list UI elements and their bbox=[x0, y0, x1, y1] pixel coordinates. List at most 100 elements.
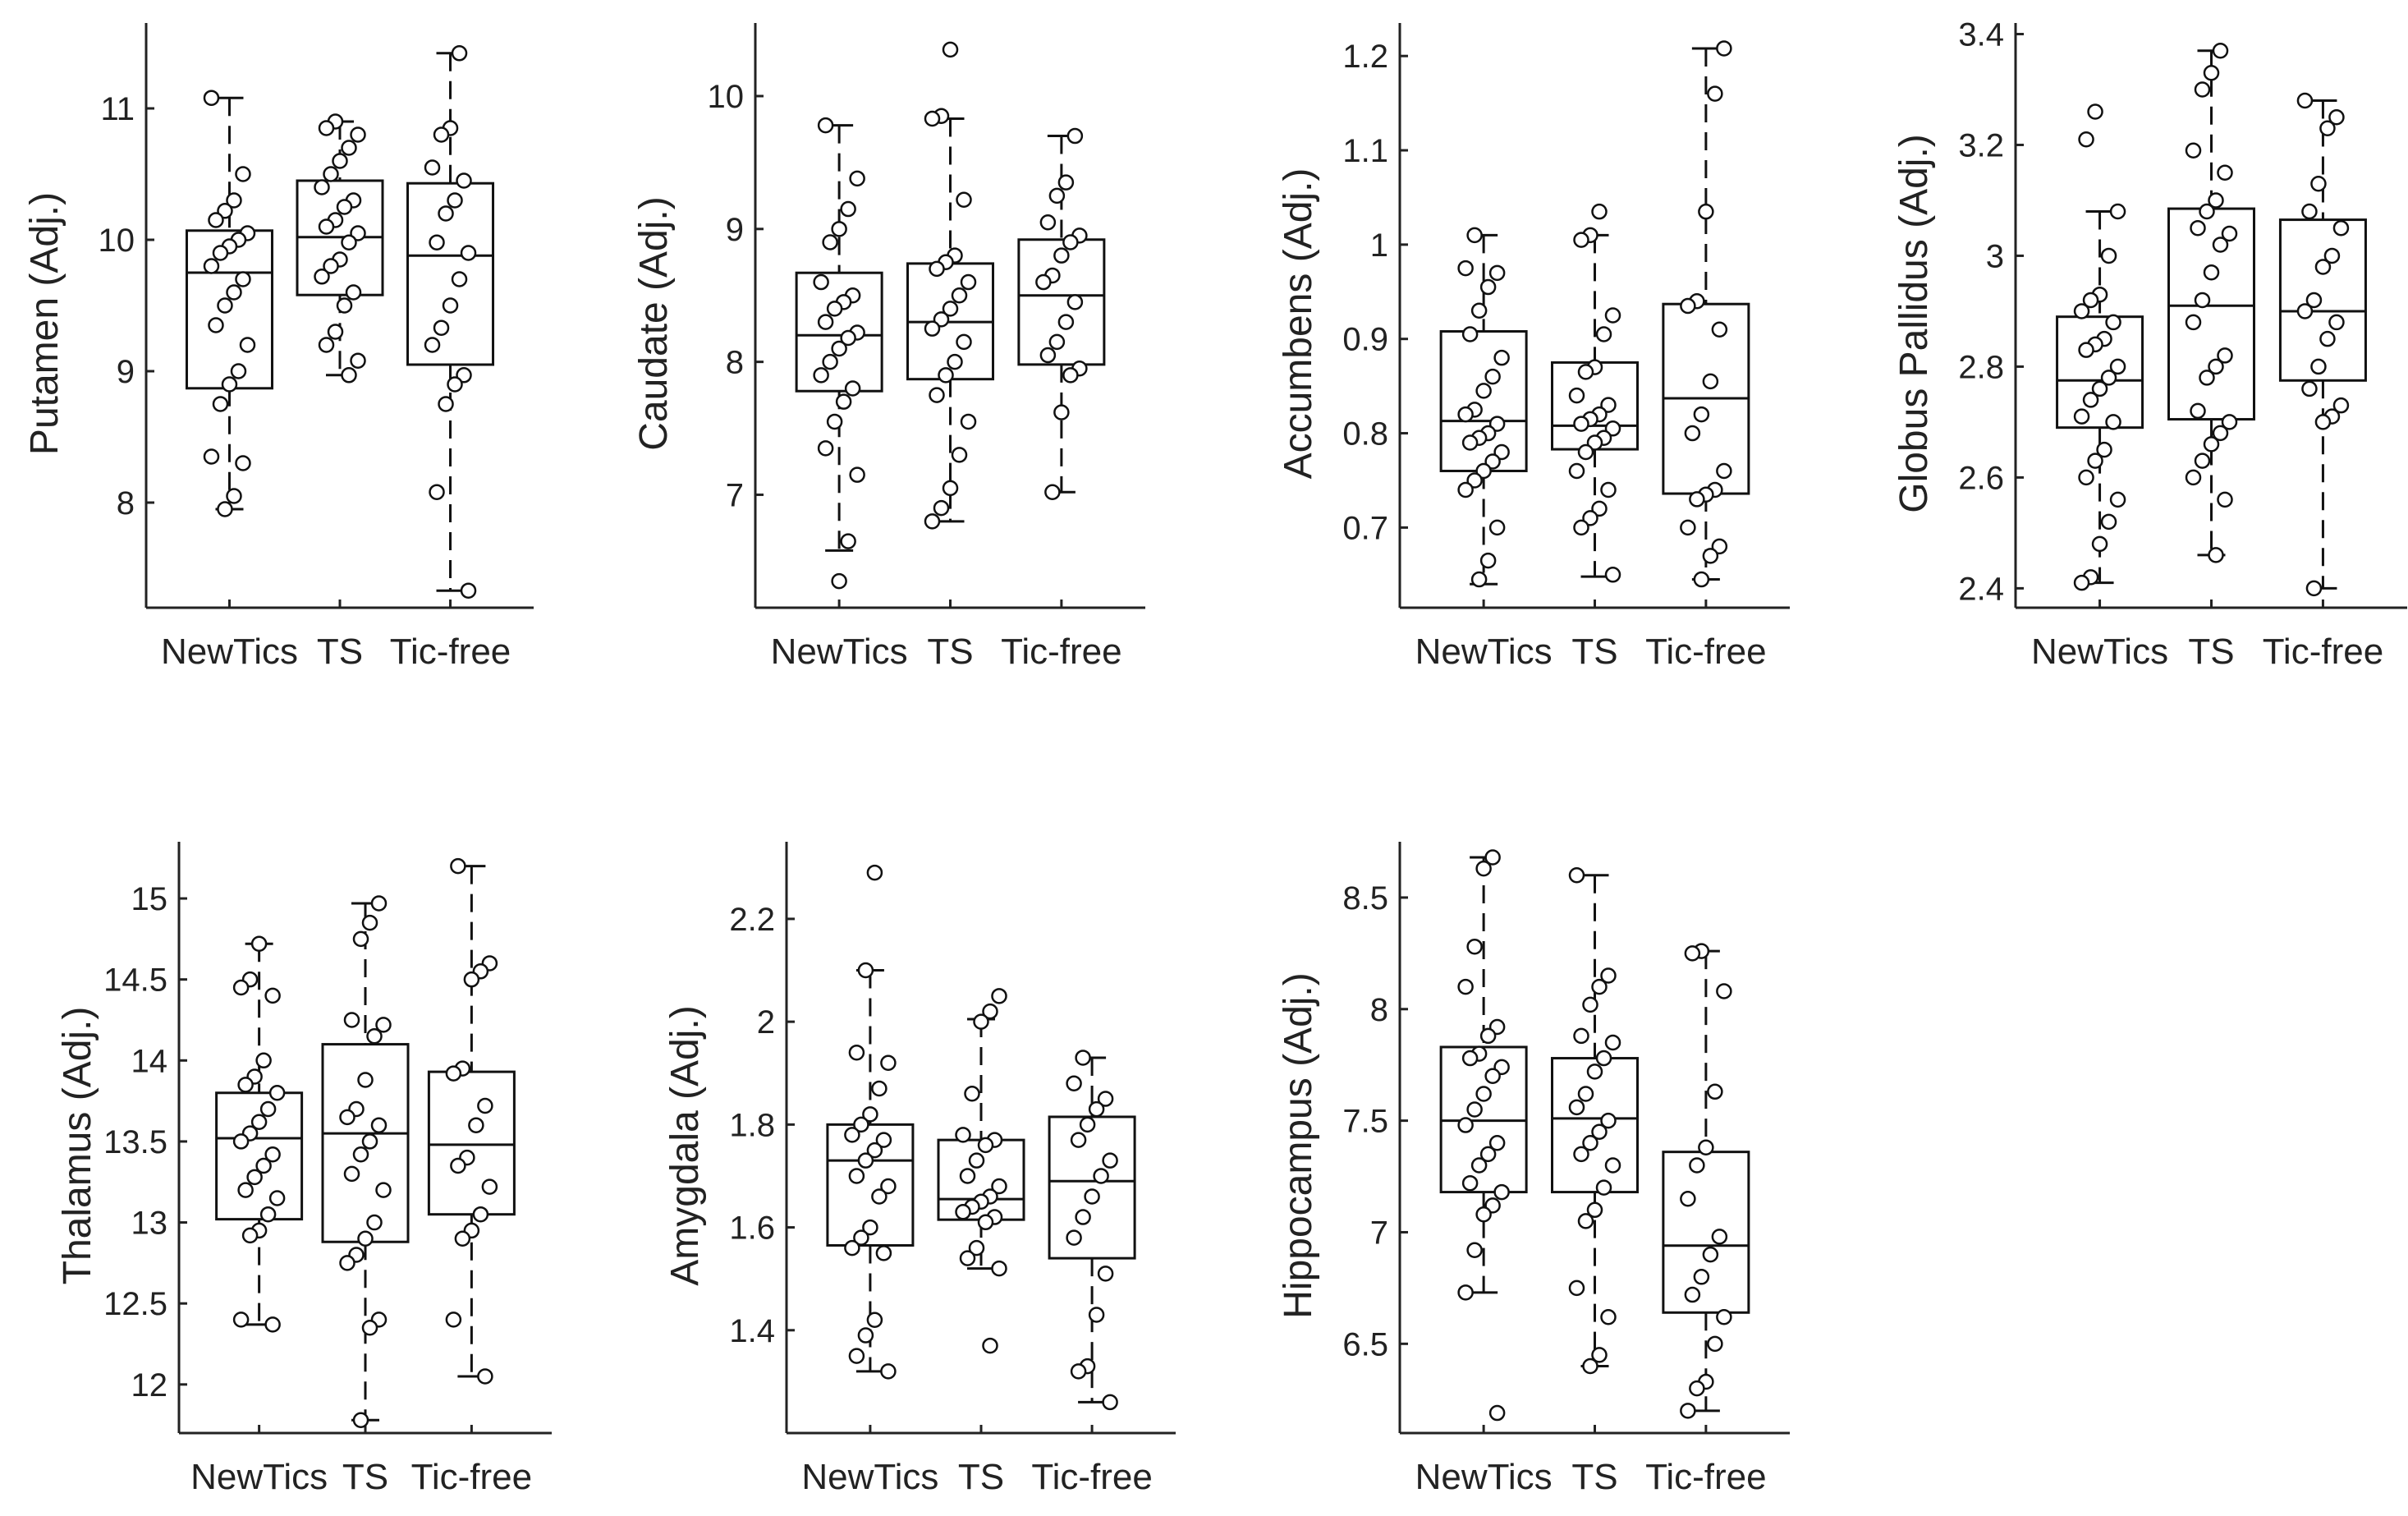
data-point bbox=[255, 1157, 272, 1174]
x-tick-label: NewTics bbox=[771, 632, 908, 672]
y-tick-label: 3.4 bbox=[1958, 16, 2004, 53]
y-tick-label: 3 bbox=[1986, 238, 2004, 274]
data-point bbox=[1600, 481, 1617, 498]
data-point bbox=[2310, 175, 2327, 192]
y-tick-label: 1 bbox=[1370, 227, 1388, 264]
data-point bbox=[1466, 938, 1483, 955]
data-point bbox=[831, 221, 847, 237]
data-point bbox=[2305, 292, 2323, 309]
data-point bbox=[857, 1327, 874, 1344]
data-point bbox=[343, 1012, 360, 1028]
data-point bbox=[343, 1165, 360, 1183]
data-point bbox=[1684, 425, 1701, 442]
data-point bbox=[460, 245, 477, 261]
data-point bbox=[1582, 1135, 1598, 1151]
box-TS bbox=[296, 113, 384, 384]
y-axis-label: Amygdala (Adj.) bbox=[663, 1005, 707, 1285]
data-point bbox=[1484, 1068, 1501, 1085]
data-point bbox=[250, 935, 268, 953]
data-point bbox=[2296, 303, 2314, 319]
data-point bbox=[1039, 347, 1057, 364]
data-point bbox=[960, 413, 977, 430]
data-point bbox=[429, 484, 445, 500]
data-point bbox=[951, 287, 968, 304]
data-point bbox=[1680, 297, 1696, 315]
data-point bbox=[1707, 85, 1723, 102]
panel-2: 7 8 9 10 NewTics TS Tic-free Caudate (Adj.) bbox=[632, 23, 1145, 672]
data-point bbox=[2301, 203, 2318, 220]
data-point bbox=[991, 988, 1007, 1004]
data-point bbox=[973, 1013, 989, 1030]
data-point bbox=[924, 320, 941, 337]
data-point bbox=[2078, 469, 2094, 486]
data-point bbox=[2217, 491, 2233, 508]
data-point bbox=[826, 413, 843, 430]
x-tick-label: TS bbox=[342, 1457, 388, 1497]
data-point bbox=[2208, 358, 2224, 375]
data-point bbox=[366, 1214, 383, 1231]
data-point bbox=[1684, 1286, 1701, 1303]
box-Tic-free bbox=[1662, 40, 1750, 588]
data-point bbox=[982, 1337, 998, 1354]
data-point bbox=[960, 273, 977, 291]
box-NewTics bbox=[2056, 103, 2144, 591]
data-point bbox=[929, 387, 945, 403]
data-point bbox=[1684, 945, 1701, 962]
box-TS bbox=[1551, 867, 1639, 1375]
data-point bbox=[433, 319, 450, 336]
data-point bbox=[1066, 127, 1084, 145]
iqr-box bbox=[1551, 1057, 1639, 1194]
data-point bbox=[813, 367, 829, 384]
data-point bbox=[1088, 1307, 1105, 1323]
data-point bbox=[314, 179, 330, 195]
y-tick-label: 12.5 bbox=[103, 1286, 167, 1322]
data-point bbox=[968, 1152, 985, 1169]
data-point bbox=[2310, 358, 2327, 375]
data-point bbox=[1479, 1146, 1497, 1163]
data-point bbox=[2190, 219, 2206, 237]
x-tick-label: Tic-free bbox=[390, 632, 511, 672]
data-point bbox=[1716, 462, 1732, 480]
iqr-box bbox=[2278, 218, 2367, 382]
data-point bbox=[862, 1106, 878, 1123]
y-tick-label: 8 bbox=[117, 485, 135, 521]
data-point bbox=[339, 1255, 355, 1271]
data-point bbox=[1716, 983, 1732, 999]
data-point bbox=[871, 1188, 888, 1205]
data-point bbox=[2100, 370, 2117, 386]
data-point bbox=[955, 1204, 971, 1220]
data-point bbox=[1568, 1099, 1585, 1116]
data-point bbox=[472, 1206, 489, 1223]
data-point bbox=[1470, 302, 1488, 319]
data-point bbox=[817, 117, 834, 134]
y-tick-label: 1.8 bbox=[729, 1107, 775, 1143]
iqr-box bbox=[2167, 207, 2255, 421]
x-tick-label: Tic-free bbox=[1001, 632, 1122, 672]
data-point bbox=[2212, 42, 2229, 59]
data-point bbox=[232, 1312, 250, 1328]
data-point bbox=[1457, 406, 1474, 423]
y-tick-label: 7.5 bbox=[1342, 1104, 1388, 1140]
data-point bbox=[264, 1146, 281, 1163]
data-point bbox=[447, 376, 463, 393]
data-point bbox=[341, 367, 357, 384]
box-Tic-free bbox=[1017, 127, 1106, 500]
data-point bbox=[1586, 434, 1603, 451]
data-point bbox=[866, 1142, 883, 1159]
data-point bbox=[1702, 548, 1719, 564]
data-point bbox=[1475, 1086, 1492, 1102]
iqr-box bbox=[215, 1091, 304, 1221]
data-point bbox=[1604, 1157, 1621, 1174]
panel-3: 0.7 0.8 0.9 1 1.1 1.2 NewTics TS Tic-free Accumbe… bbox=[1277, 23, 1790, 672]
data-point bbox=[2082, 292, 2099, 309]
data-point bbox=[1461, 326, 1479, 342]
data-point bbox=[817, 440, 834, 457]
data-point bbox=[2332, 397, 2350, 414]
data-point bbox=[1573, 1146, 1589, 1163]
data-point bbox=[237, 1077, 254, 1093]
data-point bbox=[1466, 227, 1483, 244]
data-point bbox=[929, 260, 945, 278]
iqr-box bbox=[826, 1123, 915, 1247]
data-point bbox=[2109, 491, 2126, 508]
data-point bbox=[2190, 402, 2206, 420]
